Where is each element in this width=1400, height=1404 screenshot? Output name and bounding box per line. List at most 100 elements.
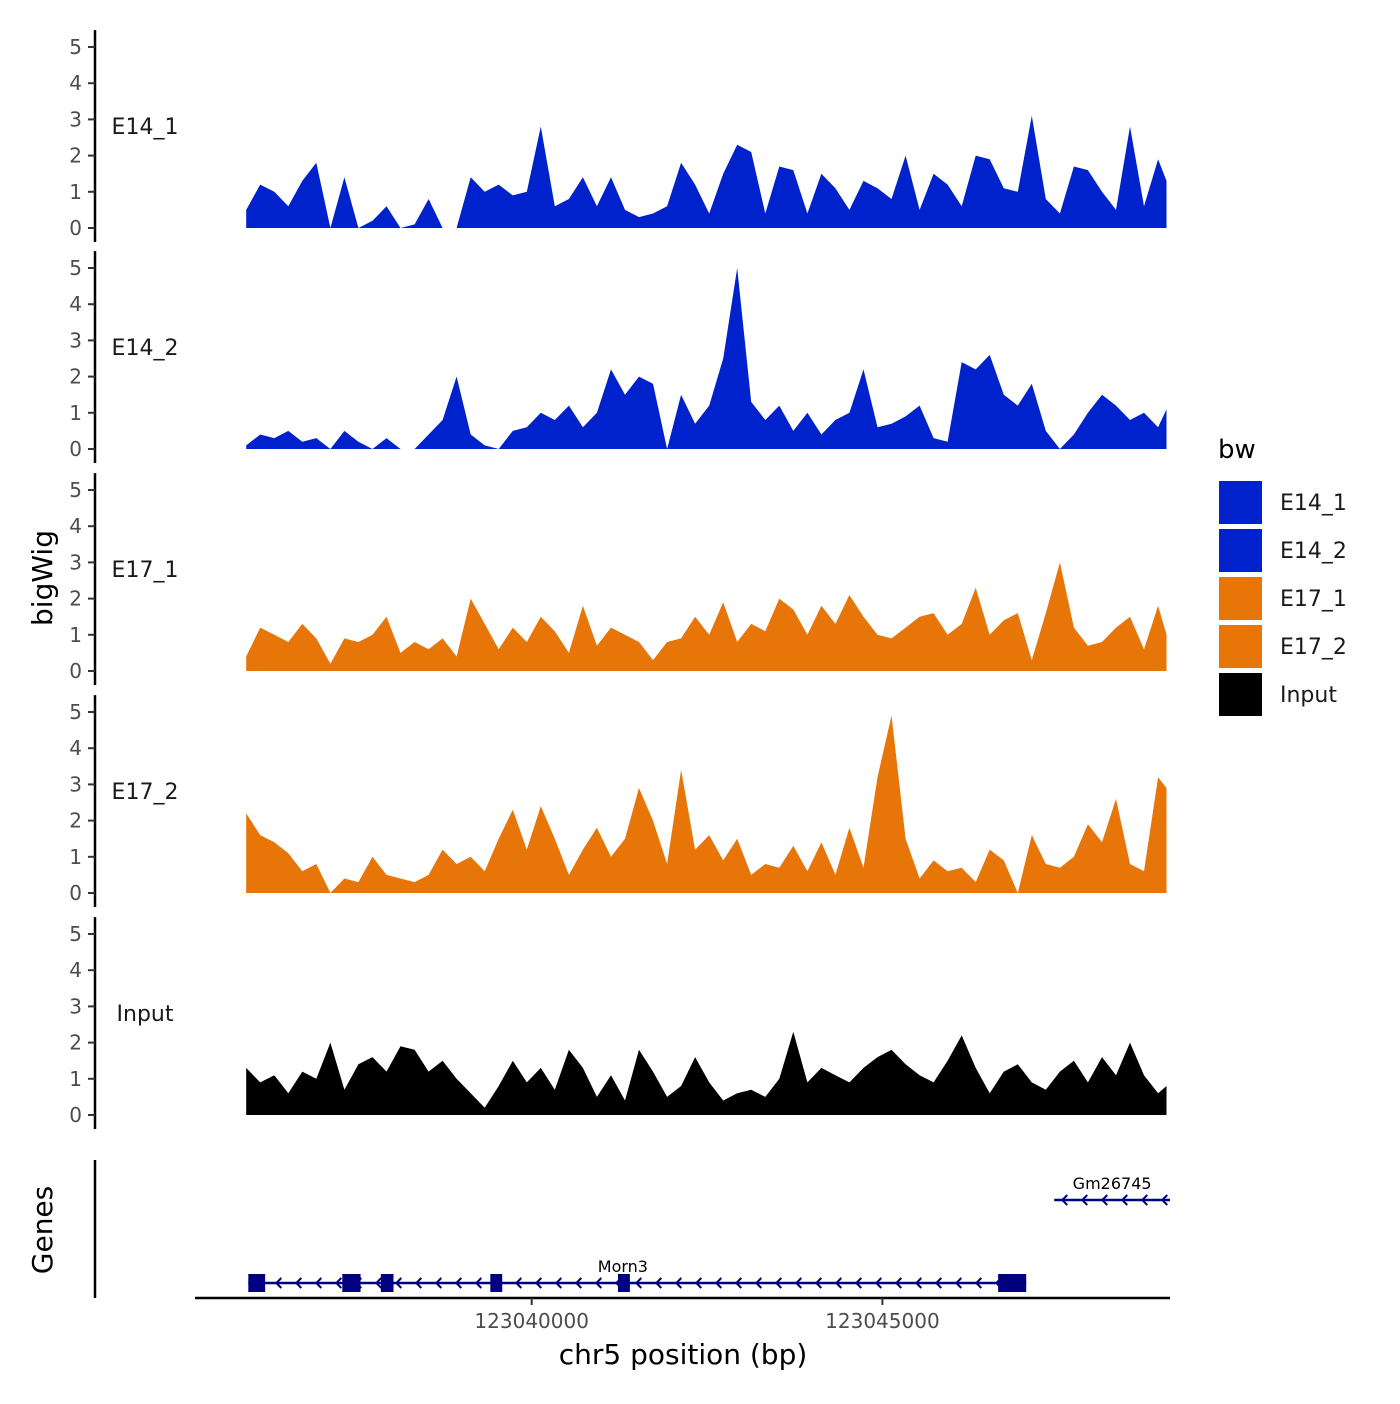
strand-arrow	[734, 1277, 743, 1289]
gene-Morn3: Morn3	[248, 1257, 1027, 1292]
track-label: Input	[117, 1002, 174, 1027]
track-E14_1: 0 1 2 3 4 5 E14_1	[69, 30, 1167, 242]
exon	[998, 1274, 1027, 1292]
genes-axis-title: Genes	[26, 1186, 59, 1274]
y-tick-label: 2	[69, 1031, 82, 1055]
legend-entry-E14_1: E14_1	[1217, 479, 1347, 526]
strand-arrow	[694, 1277, 703, 1289]
y-tick-label: 0	[69, 1103, 82, 1127]
legend-label: E17_2	[1280, 635, 1347, 660]
legend-swatch	[1217, 575, 1264, 622]
coverage-area-Input	[246, 1031, 1167, 1115]
strand-arrow	[374, 1277, 383, 1289]
strand-arrow	[1160, 1194, 1168, 1206]
coverage-area-E17_1	[246, 562, 1167, 671]
exon	[342, 1274, 361, 1292]
legend-entry-E17_2: E17_2	[1217, 623, 1347, 670]
y-axis-title: bigWig	[26, 530, 59, 626]
coverage-area-E14_1	[246, 115, 1167, 228]
legend-label: Input	[1280, 683, 1337, 708]
y-tick-label: 2	[69, 365, 82, 389]
legend-swatch	[1217, 527, 1264, 574]
strand-arrow	[274, 1277, 283, 1289]
strand-arrow	[1140, 1194, 1148, 1206]
strand-arrow	[754, 1277, 763, 1289]
y-tick-label: 5	[69, 922, 82, 946]
y-tick-label: 0	[69, 659, 82, 683]
track-label: E17_1	[112, 558, 179, 583]
track-label: E14_1	[112, 115, 179, 140]
coverage-area-E14_2	[246, 268, 1167, 449]
y-tick-label: 4	[69, 292, 82, 316]
track-E17_2: 0 1 2 3 4 5 E17_2	[69, 695, 1167, 907]
y-tick-label: 1	[69, 623, 82, 647]
genes-track: Gm26745 Morn3	[93, 1160, 1170, 1298]
strand-arrow	[674, 1277, 683, 1289]
exon	[617, 1274, 630, 1292]
strand-arrow	[954, 1277, 963, 1289]
strand-arrow	[314, 1277, 323, 1289]
x-axis-title: chr5 position (bp)	[559, 1338, 808, 1371]
y-tick-label: 2	[69, 144, 82, 168]
strand-arrow	[974, 1277, 983, 1289]
exon	[380, 1274, 394, 1292]
legend-entry-E17_1: E17_1	[1217, 575, 1347, 622]
strand-arrow	[514, 1277, 523, 1289]
strand-arrow	[814, 1277, 823, 1289]
y-tick-label: 4	[69, 958, 82, 982]
strand-arrow	[654, 1277, 663, 1289]
x-tick-label: 123045000	[825, 1309, 940, 1333]
track-Input: 0 1 2 3 4 5 Input	[69, 917, 1167, 1129]
strand-arrow	[554, 1277, 563, 1289]
strand-arrow	[1120, 1194, 1128, 1206]
exon	[248, 1274, 266, 1292]
strand-arrow	[1080, 1194, 1088, 1206]
legend-entry-E14_2: E14_2	[1217, 527, 1347, 574]
coverage-tracks: 0 1 2 3 4 5 E14_1 0 1 2 3 4 5 E14_2 0 1 2 3 4 5 E17_1 0 1 2 3 4 5 E…	[69, 30, 1167, 1129]
y-tick-label: 1	[69, 180, 82, 204]
legend: bw E14_1 E14_2 E17_1 E17_2 Input	[1217, 435, 1347, 718]
y-tick-label: 0	[69, 216, 82, 240]
y-tick-label: 5	[69, 700, 82, 724]
legend-label: E14_1	[1280, 491, 1347, 516]
y-tick-label: 3	[69, 994, 82, 1018]
strand-arrow	[394, 1277, 403, 1289]
y-tick-label: 4	[69, 514, 82, 538]
y-tick-label: 0	[69, 437, 82, 461]
strand-arrow	[474, 1277, 483, 1289]
strand-arrow	[774, 1277, 783, 1289]
strand-arrow	[434, 1277, 443, 1289]
strand-arrow	[1100, 1194, 1108, 1206]
y-tick-label: 4	[69, 71, 82, 95]
track-E14_2: 0 1 2 3 4 5 E14_2	[69, 251, 1167, 463]
legend-swatch	[1217, 479, 1264, 526]
y-tick-label: 5	[69, 478, 82, 502]
strand-arrow	[574, 1277, 583, 1289]
x-tick-label: 123040000	[474, 1309, 589, 1333]
y-tick-label: 5	[69, 256, 82, 280]
legend-label: E17_1	[1280, 587, 1347, 612]
strand-arrow	[414, 1277, 423, 1289]
strand-arrow	[534, 1277, 543, 1289]
y-tick-label: 3	[69, 107, 82, 131]
y-tick-label: 1	[69, 401, 82, 425]
y-tick-label: 1	[69, 845, 82, 869]
strand-arrow	[294, 1277, 303, 1289]
coverage-area-E17_2	[246, 715, 1167, 893]
legend-swatch	[1217, 623, 1264, 670]
legend-title: bw	[1218, 435, 1256, 465]
legend-swatch	[1217, 671, 1264, 718]
strand-arrow	[934, 1277, 943, 1289]
strand-arrow	[914, 1277, 923, 1289]
y-tick-label: 3	[69, 550, 82, 574]
y-tick-label: 3	[69, 328, 82, 352]
exon	[490, 1274, 503, 1292]
track-label: E14_2	[112, 336, 179, 361]
strand-arrow	[334, 1277, 343, 1289]
strand-arrow	[834, 1277, 843, 1289]
y-tick-label: 2	[69, 587, 82, 611]
strand-arrow	[1060, 1194, 1068, 1206]
strand-arrow	[454, 1277, 463, 1289]
